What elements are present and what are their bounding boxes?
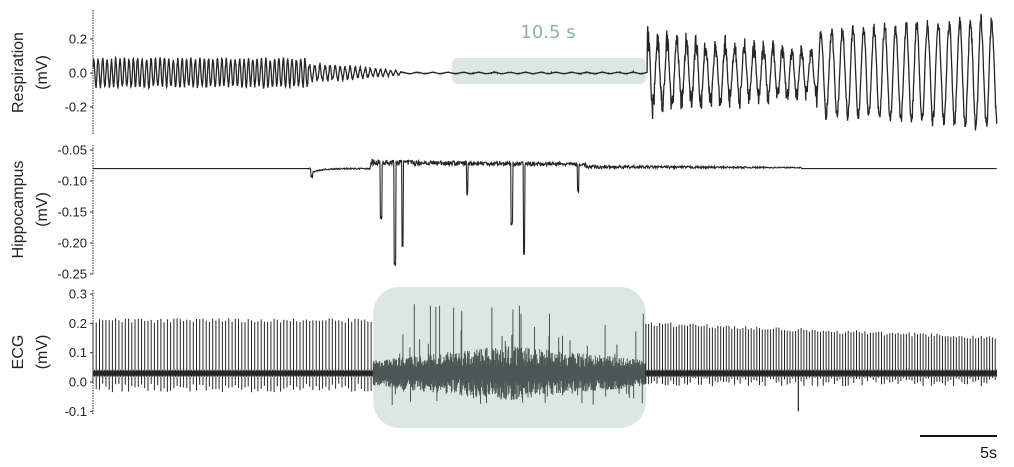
y-tick-label: 0.2	[69, 32, 87, 47]
y-tick-label: 0.1	[69, 345, 87, 360]
y-axis-label: (mV)	[34, 55, 51, 90]
respiration-shaded-region	[451, 58, 646, 84]
y-axis-label: Hippocampus	[10, 161, 27, 259]
y-tick-label: 0.2	[69, 316, 87, 331]
ecg-beats-post	[645, 322, 997, 387]
y-axis-label: (mV)	[34, 335, 51, 370]
y-tick-label: -0.20	[57, 236, 87, 251]
y-tick-label: 0.3	[69, 287, 87, 302]
ecg-beats-pre	[92, 318, 374, 393]
scale-bar-label: 5s	[980, 445, 997, 462]
y-tick-label: -0.25	[57, 267, 87, 282]
y-tick-label: 0.0	[69, 375, 87, 390]
y-axis-label: Respiration	[10, 32, 27, 113]
hippocampus-trace	[93, 158, 997, 267]
y-tick-label: -0.10	[57, 174, 87, 189]
ecg-irregular-segment	[372, 304, 646, 405]
y-tick-label: -0.2	[65, 100, 87, 115]
interval-annotation: 10.5 s	[520, 22, 575, 43]
y-tick-label: -0.15	[57, 205, 87, 220]
y-axis-label: ECG	[10, 335, 27, 370]
y-tick-label: -0.05	[57, 143, 87, 158]
y-tick-label: 0.0	[69, 66, 87, 81]
respiration-trace	[92, 13, 998, 131]
y-tick-label: -0.1	[65, 404, 87, 419]
y-axis-label: (mV)	[34, 192, 51, 227]
